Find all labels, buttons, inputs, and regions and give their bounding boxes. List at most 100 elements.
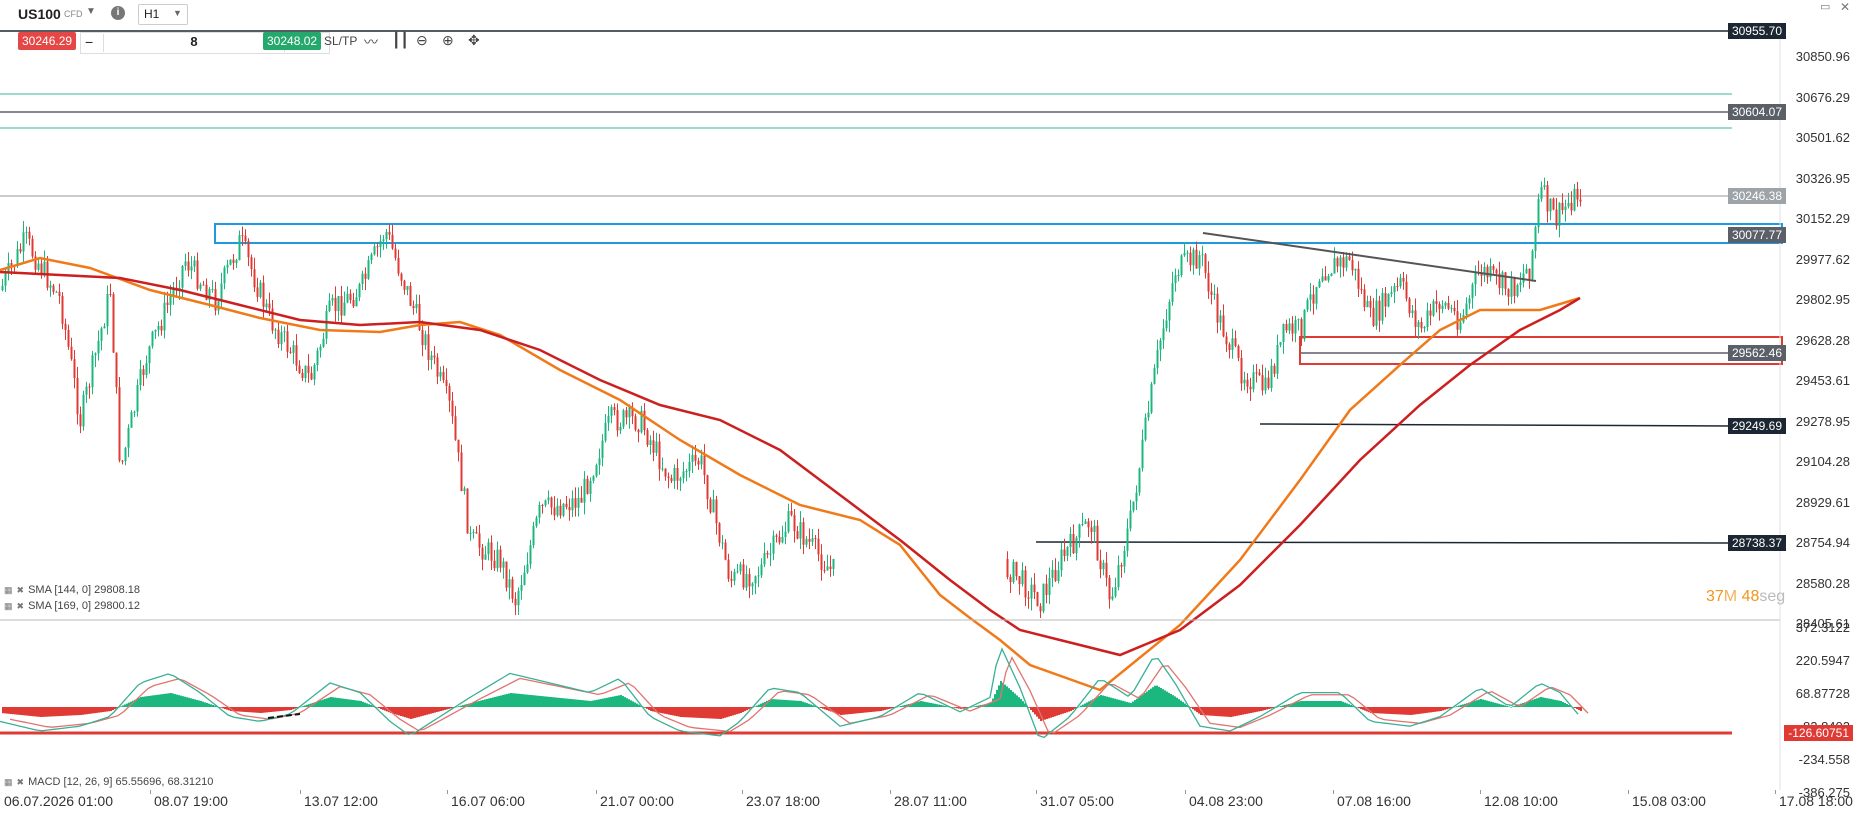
macd-signal-line[interactable] [9,656,1589,734]
macd-histogram-bar [38,707,40,717]
candle-body [115,352,118,388]
time-tick [596,790,597,794]
time-tick [1333,790,1334,794]
candle-body [1093,525,1096,533]
macd-histogram-bar [1504,705,1506,707]
macd-histogram-bar [1070,707,1072,711]
horizontal-level-line[interactable] [1259,423,1733,427]
macd-histogram-bar [484,699,486,707]
candle-body [1390,292,1393,295]
grid-icon[interactable]: ▦ [4,776,13,787]
macd-histogram-bar [500,695,502,707]
horizontal-level-line[interactable] [1035,541,1733,544]
candle-body [139,369,142,386]
macd-histogram-bar [96,707,98,713]
macd-histogram-bar [1402,707,1404,715]
candle-body [1375,300,1378,326]
close-icon[interactable]: ✖ [16,584,25,595]
close-icon[interactable]: ✕ [1840,0,1851,14]
macd-histogram-bar [76,707,78,716]
sma-144-line[interactable] [0,256,1581,692]
macd-histogram-bar [248,707,250,713]
macd-histogram-bar [4,707,6,714]
macd-histogram-bar [406,707,408,718]
macd-histogram-bar [1514,705,1516,707]
candle-body [511,579,514,599]
candle-body [550,497,553,508]
sma-169-line[interactable] [0,270,1581,657]
macd-histogram-bar [1054,707,1056,717]
macd-histogram-bar [824,707,826,710]
close-icon[interactable]: ✖ [16,776,25,787]
red-zone[interactable] [1299,336,1783,365]
macd-legend[interactable]: ▦ ✖ MACD [12, 26, 9] 65.55696, 68.31210 [4,776,213,788]
macd-histogram-bar [1298,701,1300,707]
macd-histogram-bar [1190,707,1192,708]
macd-histogram-bar [672,707,674,716]
grid-icon[interactable]: ▦ [4,584,13,595]
macd-histogram-bar [432,707,434,714]
candle-body [226,264,229,268]
zoom-in-icon[interactable]: ⊕ [442,32,454,48]
macd-histogram-bar [1192,707,1194,710]
price-tick-label: 28929.61 [1795,494,1850,510]
candlestick-icon[interactable]: ┃┃ [392,32,409,48]
candle-body [709,499,712,513]
candle-body [580,497,583,503]
trend-line[interactable] [1202,232,1537,282]
macd-line[interactable] [0,647,1579,739]
macd-histogram-bar [902,705,904,707]
candle-body [16,249,19,267]
candle-body [1138,468,1141,493]
candle-body [787,511,790,532]
time-tick-label: 13.07 12:00 [304,793,378,809]
macd-histogram-bar [776,699,778,707]
macd-histogram-bar [192,698,194,707]
price-level-tag: 30246.38 [1727,188,1786,204]
candle-body [1168,301,1171,321]
macd-histogram-bar [1424,707,1426,714]
sltp-button[interactable]: SL/TP [324,34,358,48]
macd-histogram-bar [1526,701,1528,707]
zoom-out-icon[interactable]: ⊖ [416,32,428,48]
macd-histogram-bar [708,707,710,719]
macd-histogram-bar [638,704,640,707]
decrease-button[interactable]: − [85,34,94,50]
macd-histogram-bar [858,707,860,714]
buy-button[interactable]: 30248.02 [263,32,322,50]
macd-histogram-bar [1266,707,1268,710]
close-icon[interactable]: ✖ [16,600,25,611]
macd-histogram-bar [446,707,448,710]
macd-histogram-bar [954,707,956,708]
info-icon[interactable]: i [111,6,125,20]
candle-body [1150,383,1153,413]
macd-histogram-bar [574,699,576,707]
macd-histogram-bar [570,699,572,707]
symbol-name[interactable]: US100 [18,6,61,22]
candle-body [397,257,400,274]
candle-body [823,570,826,572]
macd-histogram-bar [1166,691,1168,707]
sma-144-legend[interactable]: ▦ ✖ SMA [144, 0] 29808.18 [4,584,140,596]
sma-169-legend[interactable]: ▦ ✖ SMA [169, 0] 29800.12 [4,600,140,612]
chevron-down-icon[interactable]: ▼ [86,6,96,17]
candle-body [1252,372,1255,390]
minimize-icon[interactable]: ▭ [1820,1,1831,13]
candle-body [466,488,469,534]
line-chart-icon[interactable]: 〰 [364,34,378,50]
crosshair-icon[interactable]: ✥ [468,32,480,48]
blue-zone[interactable] [214,223,1783,244]
candle-body [112,294,115,353]
macd-histogram-bar [314,702,316,707]
macd-histogram-bar [206,703,208,707]
macd-histogram-bar [578,699,580,707]
macd-histogram-bar [1512,706,1514,707]
sell-button[interactable]: 30246.29 [18,32,77,50]
grid-icon[interactable]: ▦ [4,600,13,611]
trend-line[interactable] [267,713,301,719]
macd-histogram-bar [1508,706,1510,707]
macd-histogram-bar [160,694,162,707]
macd-histogram-bar [462,705,464,707]
timeframe-select[interactable]: H1 ▼ [138,4,188,25]
